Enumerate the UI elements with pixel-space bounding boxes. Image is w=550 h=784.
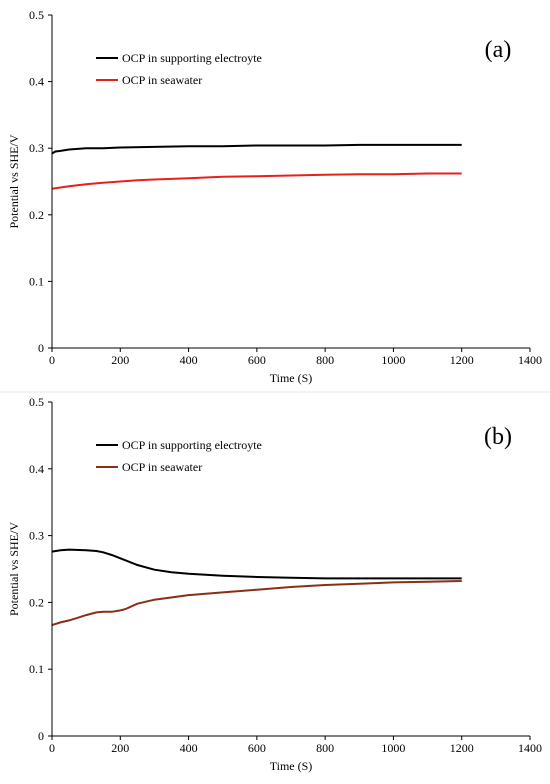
legend-label: OCP in seawater — [122, 460, 202, 474]
y-tick-label: 0.1 — [29, 662, 44, 676]
chart-panel-b: 0 200 400 600 800 1000 1200 1400 00.10.20.30.40… — [7, 395, 542, 773]
x-tick-label: 1200 — [450, 741, 474, 755]
y-tick-label: 0 — [38, 729, 44, 743]
series-line-2 — [51, 172, 462, 190]
legend: OCP in supporting electroyte OCP in seawa… — [96, 51, 262, 87]
legend-label: OCP in supporting electroyte — [122, 438, 262, 452]
y-axis-label: Potential vs SHE/V — [7, 134, 21, 228]
legend-label: OCP in seawater — [122, 73, 202, 87]
x-ticks: 0 200 400 600 800 1000 1200 1400 — [49, 348, 542, 367]
y-tick-label: 0.5 — [29, 395, 44, 409]
series-line-1 — [51, 548, 462, 580]
x-tick-label: 600 — [248, 741, 266, 755]
x-tick-label: 1000 — [381, 353, 405, 367]
y-tick-label: 0.3 — [29, 141, 44, 155]
x-axis-label: Time (S) — [270, 759, 313, 773]
y-tick-label: 0.4 — [29, 75, 44, 89]
series-layer — [51, 143, 462, 190]
series-layer — [51, 548, 462, 627]
x-tick-label: 0 — [49, 353, 55, 367]
panel-label: (a) — [485, 37, 512, 63]
y-tick-label: 0.5 — [29, 8, 44, 22]
x-tick-label: 200 — [111, 741, 129, 755]
x-tick-label: 400 — [180, 741, 198, 755]
x-tick-label: 200 — [111, 353, 129, 367]
x-tick-label: 0 — [49, 741, 55, 755]
x-tick-label: 800 — [316, 353, 334, 367]
x-ticks: 0 200 400 600 800 1000 1200 1400 — [49, 736, 542, 755]
panel-label: (b) — [484, 424, 512, 450]
x-tick-label: 400 — [180, 353, 198, 367]
x-tick-label: 1400 — [518, 353, 542, 367]
x-tick-label: 800 — [316, 741, 334, 755]
x-tick-label: 1400 — [518, 741, 542, 755]
legend-label: OCP in supporting electroyte — [122, 51, 262, 65]
x-tick-label: 1200 — [450, 353, 474, 367]
x-tick-label: 1000 — [381, 741, 405, 755]
x-tick-label: 600 — [248, 353, 266, 367]
y-tick-label: 0.3 — [29, 529, 44, 543]
legend: OCP in supporting electroyte OCP in seawa… — [96, 438, 262, 474]
series-line-1 — [51, 143, 462, 155]
y-axis-label: Potential vs SHE/V — [7, 522, 21, 616]
y-ticks: 0 0.1 0.2 0.3 0.4 0.5 — [29, 8, 52, 355]
y-tick-label: 0 — [38, 341, 44, 355]
y-tick-label: 0.2 — [29, 208, 44, 222]
series-line-2 — [51, 580, 462, 627]
x-axis-label: Time (S) — [270, 371, 313, 385]
y-tick-label: 0.1 — [29, 274, 44, 288]
y-tick-label: 0.2 — [29, 595, 44, 609]
y-ticks: 0 0.1 0.2 0.3 0.4 0.5 — [29, 395, 52, 743]
chart-panel-a: 0 200 400 600 800 1000 1200 1400 00.10.20.30.40… — [7, 8, 542, 385]
y-tick-label: 0.4 — [29, 462, 44, 476]
